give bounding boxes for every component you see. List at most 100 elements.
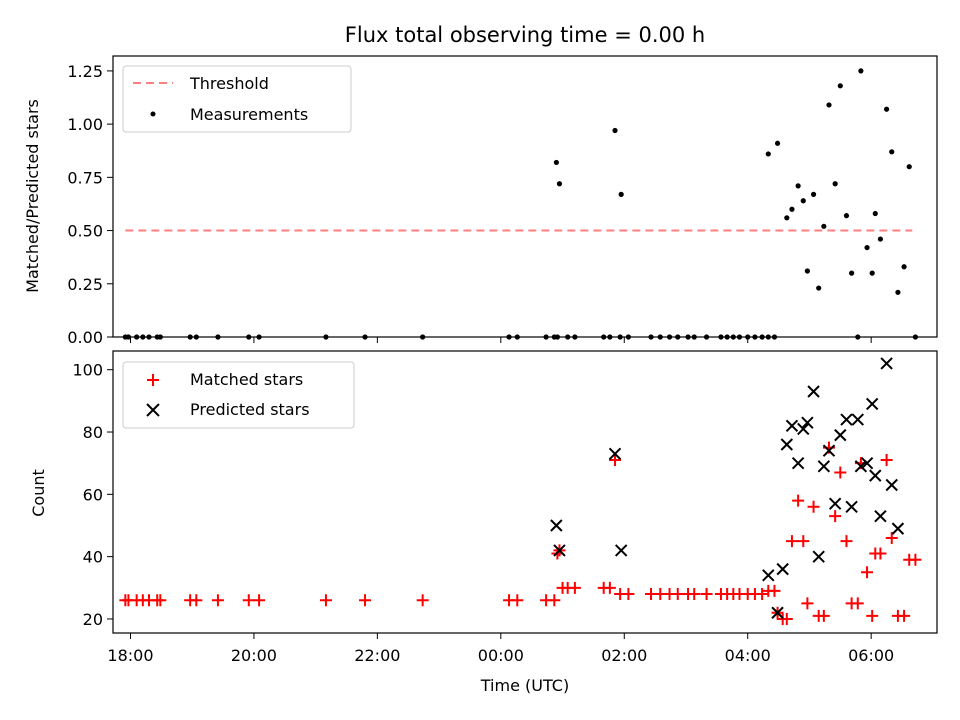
measurement-point: [895, 289, 901, 295]
predicted-star-marker: [869, 469, 882, 482]
legend-measurements-swatch: [150, 111, 156, 117]
matched-star-marker: [359, 594, 372, 607]
measurement-point: [906, 164, 912, 170]
top-legend: Threshold Measurements: [122, 65, 352, 133]
measurement-point: [804, 268, 810, 274]
predicted-star-marker: [822, 444, 836, 457]
predicted-star-marker: [840, 413, 853, 426]
top-y-axis: 0.00 0.25 0.50 0.75 1.00 1.25: [67, 62, 113, 347]
x-tick-label: 06:00: [848, 646, 894, 665]
matched-star-marker: [568, 581, 581, 594]
matched-star-marker: [242, 594, 255, 607]
measurement-point: [789, 206, 795, 212]
matched-star-marker: [319, 594, 332, 607]
top-y-tick-label: 0.75: [67, 168, 103, 187]
matched-star-marker: [253, 594, 266, 607]
measurement-point: [872, 210, 878, 217]
x-tick-label: 00:00: [478, 646, 524, 665]
matched-star-marker: [700, 588, 713, 601]
measurement-point: [821, 223, 827, 229]
predicted-star-marker: [791, 456, 805, 470]
matched-star-marker: [768, 584, 781, 597]
measurement-point: [612, 127, 618, 134]
predicted-star-marker: [553, 544, 566, 557]
measurement-point: [810, 191, 817, 197]
bottom-y-tick-label: 100: [72, 361, 103, 380]
predicted-star-marker: [860, 456, 874, 470]
matched-star-marker: [840, 535, 853, 548]
measurement-point: [901, 264, 907, 270]
matched-star-marker: [817, 609, 830, 622]
predicted-star-marker: [780, 438, 794, 451]
predicted-star-marker: [614, 544, 628, 557]
bottom-y-tick-label: 40: [83, 548, 103, 567]
x-tick-label: 22:00: [354, 646, 400, 665]
matched-star-marker: [211, 594, 224, 607]
predicted-star-marker: [834, 428, 847, 442]
matched-star-marker: [603, 581, 616, 594]
legend-matched-label: Matched stars: [190, 370, 303, 389]
predicted-star-marker: [854, 460, 868, 473]
predicted-star-marker: [550, 519, 563, 532]
top-y-tick-label: 0.00: [67, 328, 103, 347]
predicted-star-marker: [608, 447, 622, 461]
measurement-point: [795, 183, 801, 189]
matched-star-marker: [688, 588, 701, 601]
bottom-y-tick-label: 80: [83, 423, 103, 442]
bottom-axes-frame: [112, 350, 938, 634]
predicted-star-marker: [880, 357, 893, 370]
x-tick-label: 02:00: [601, 646, 647, 665]
matched-star-marker: [861, 566, 874, 579]
matched-star-marker: [416, 594, 429, 607]
top-legend-box: [122, 65, 352, 133]
matched-star-marker: [548, 594, 561, 607]
measurement-point: [877, 236, 884, 242]
predicted-star-marker: [891, 522, 905, 535]
matched-star-marker: [834, 466, 847, 479]
predicted-star-marker: [817, 460, 831, 473]
legend-predicted-label: Predicted stars: [190, 400, 310, 419]
bottom-y-tick-label: 60: [83, 485, 103, 504]
measurement-point: [864, 244, 870, 251]
matched-star-marker: [874, 547, 887, 560]
predicted-star-marker: [828, 497, 842, 510]
measurement-point: [556, 181, 563, 187]
matched-star-marker: [880, 454, 893, 467]
measurement-point: [849, 270, 855, 276]
measurement-point: [774, 140, 781, 146]
matched-star-marker: [622, 588, 635, 601]
measurement-point: [826, 102, 832, 108]
matched-star-marker: [885, 531, 898, 544]
measurement-point: [883, 106, 890, 112]
predicted-star-marker: [807, 385, 820, 398]
x-tick-label: 18:00: [107, 646, 153, 665]
measurement-point: [800, 198, 806, 204]
legend-matched-swatch: [147, 374, 159, 386]
measurement-point: [816, 285, 822, 291]
measurement-point: [869, 270, 875, 276]
top-y-tick-label: 1.25: [67, 62, 103, 81]
top-y-tick-label: 0.50: [67, 222, 103, 241]
predicted-star-marker: [865, 397, 879, 411]
matched-star-marker: [807, 500, 820, 513]
measurement-point: [858, 68, 864, 74]
matched-stars-layer: [119, 441, 922, 625]
predicted-star-marker: [845, 500, 858, 514]
bottom-panel: 20 40 60 80 100 18:00 20:00 22:00 00:00 02:00 04:…: [29, 350, 938, 695]
measurement-point: [765, 151, 771, 157]
legend-measurements-label: Measurements: [190, 105, 308, 124]
predicted-star-marker: [785, 419, 799, 432]
x-axis: 18:00 20:00 22:00 00:00 02:00 04:00 06:00: [107, 633, 894, 665]
matched-star-marker: [909, 553, 922, 566]
measurement-point: [837, 83, 843, 89]
predicted-stars-layer: [550, 357, 905, 619]
matched-star-marker: [797, 535, 810, 548]
x-tick-label: 04:00: [725, 646, 771, 665]
measurement-point: [843, 213, 850, 219]
matched-star-marker: [829, 510, 842, 523]
measurement-point: [832, 181, 838, 187]
top-axes-frame: [112, 55, 938, 338]
legend-threshold-label: Threshold: [189, 74, 269, 93]
matched-star-marker: [511, 594, 524, 607]
